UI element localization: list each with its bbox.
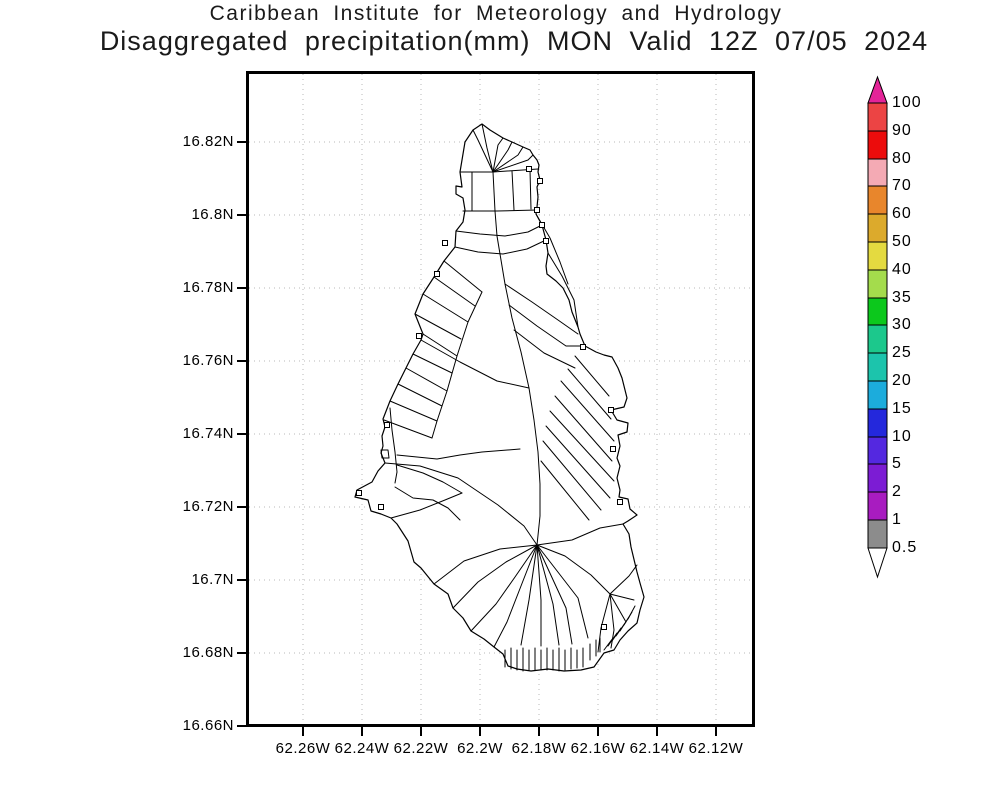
- lon-tick-label: 62.24W: [334, 740, 390, 757]
- colorbar-tick-label: 80: [892, 150, 912, 167]
- lat-tick-label: 16.68N: [182, 644, 234, 661]
- colorbar-segment: [867, 213, 888, 243]
- lon-tick-label: 62.2W: [457, 740, 503, 757]
- colorbar-tick-label: 70: [892, 177, 912, 194]
- colorbar-segment: [867, 297, 888, 326]
- colorbar-tick-label: 90: [892, 122, 912, 139]
- colorbar: [867, 75, 888, 579]
- colorbar-segment: [867, 185, 888, 215]
- colorbar-segment: [867, 102, 888, 132]
- lon-tick-label: 62.26W: [275, 740, 331, 757]
- colorbar-tick-label: 2: [892, 483, 902, 500]
- lat-tick-label: 16.7N: [191, 571, 234, 588]
- colorbar-segment: [867, 491, 888, 521]
- axis-ticks: [237, 141, 717, 736]
- colorbar-segment: [867, 158, 888, 187]
- station-markers: [356, 166, 623, 630]
- colorbar-segment: [867, 463, 888, 493]
- island-montserrat: [354, 123, 645, 672]
- colorbar-tick-label: 50: [892, 233, 912, 250]
- colorbar-segment: [867, 352, 888, 382]
- colorbar-tick-label: 0.5: [892, 539, 918, 556]
- colorbar-segment: [867, 436, 888, 465]
- colorbar-segment: [867, 241, 888, 271]
- colorbar-tick-label: 30: [892, 316, 912, 333]
- lat-tick-label: 16.82N: [182, 133, 234, 150]
- colorbar-tick-label: 10: [892, 428, 912, 445]
- lon-tick-label: 62.14W: [629, 740, 685, 757]
- lat-tick-label: 16.66N: [182, 717, 234, 734]
- colorbar-segment: [867, 269, 888, 299]
- map-frame: [246, 71, 755, 727]
- lon-tick-label: 62.16W: [570, 740, 626, 757]
- colorbar-tick-label: 40: [892, 261, 912, 278]
- colorbar-tick-label: 15: [892, 400, 912, 417]
- colorbar-tick-label: 5: [892, 455, 902, 472]
- watershed-boundaries: [380, 123, 638, 672]
- colorbar-segment: [867, 324, 888, 354]
- lat-tick-label: 16.72N: [182, 498, 234, 515]
- island-coastline: [354, 123, 645, 672]
- lat-tick-label: 16.74N: [182, 425, 234, 442]
- colorbar-tick-label: 60: [892, 205, 912, 222]
- lon-tick-label: 62.18W: [511, 740, 567, 757]
- lat-tick-label: 16.76N: [182, 352, 234, 369]
- lat-tick-label: 16.8N: [191, 206, 234, 223]
- page-title: Caribbean Institute for Meteorology and …: [209, 2, 783, 25]
- page-subtitle: Disaggregated precipitation(mm) MON Vali…: [99, 26, 929, 56]
- colorbar-tick-label: 25: [892, 344, 912, 361]
- colorbar-tick-label: 100: [892, 94, 922, 111]
- colorbar-arrow-bottom: [867, 547, 888, 579]
- colorbar-segment: [867, 408, 888, 438]
- lat-tick-label: 16.78N: [182, 279, 234, 296]
- colorbar-tick-label: 35: [892, 289, 912, 306]
- colorbar-segment: [867, 519, 888, 549]
- colorbar-segment: [867, 380, 888, 410]
- lon-tick-label: 62.22W: [393, 740, 449, 757]
- colorbar-tick-label: 20: [892, 372, 912, 389]
- lon-tick-label: 62.12W: [688, 740, 744, 757]
- colorbar-tick-label: 1: [892, 511, 902, 528]
- colorbar-arrow-top: [867, 75, 888, 104]
- colorbar-segment: [867, 130, 888, 160]
